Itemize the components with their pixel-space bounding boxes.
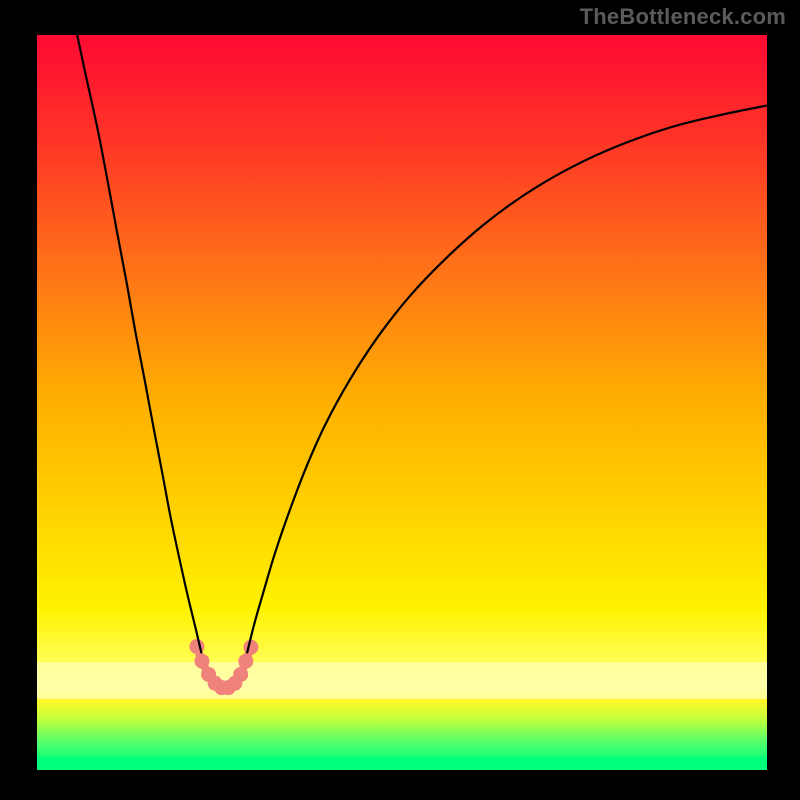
curve-overlay (37, 35, 767, 770)
valley-marker-7 (233, 667, 248, 682)
curve-left (77, 35, 201, 652)
valley-marker-9 (243, 640, 258, 655)
watermark-text: TheBottleneck.com (580, 4, 786, 30)
valley-marker-1 (194, 654, 209, 669)
valley-marker-8 (238, 654, 253, 669)
figure-canvas: TheBottleneck.com (0, 0, 800, 800)
plot-area (37, 35, 767, 770)
curve-right (247, 106, 767, 653)
